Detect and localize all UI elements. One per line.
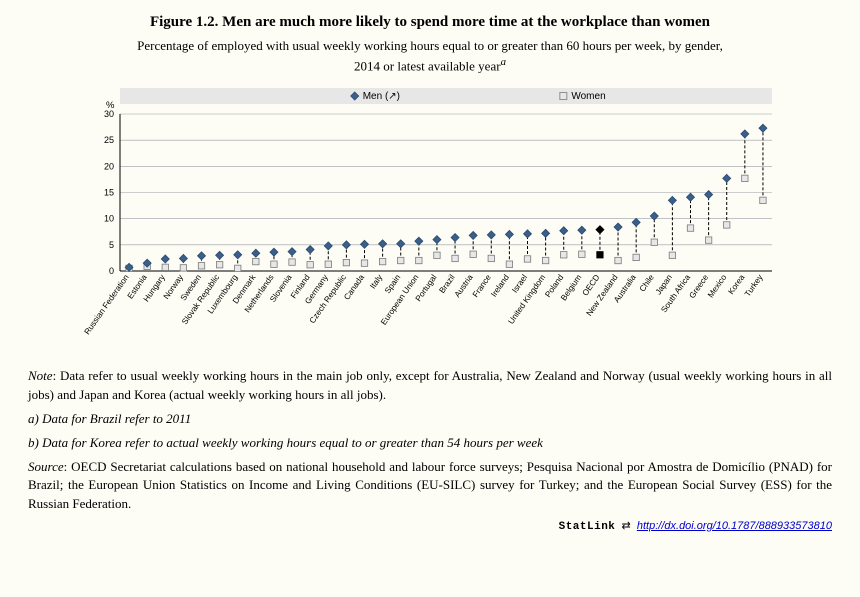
men-marker [723, 175, 731, 183]
women-marker [325, 261, 331, 267]
y-tick: 25 [104, 136, 114, 146]
x-label: Ireland [489, 273, 511, 299]
women-marker [470, 251, 476, 257]
legend-women: Women [571, 91, 605, 102]
men-marker [705, 191, 713, 199]
men-marker [379, 240, 387, 248]
men-marker [179, 255, 187, 263]
women-marker [235, 266, 241, 272]
note-main: Note: Data refer to usual weekly working… [28, 367, 832, 403]
women-marker [379, 259, 385, 265]
men-marker [234, 251, 242, 259]
note-b: b) Data for Korea refer to actual weekly… [28, 434, 832, 452]
men-marker [397, 240, 405, 248]
note-source: Source: OECD Secretariat calculations ba… [28, 458, 832, 513]
men-marker [216, 252, 224, 260]
men-marker [668, 197, 676, 205]
women-marker [579, 251, 585, 257]
women-marker [180, 265, 186, 271]
men-marker [270, 249, 278, 257]
men-marker [542, 230, 550, 238]
women-marker [361, 260, 367, 266]
men-marker [469, 232, 477, 240]
women-marker [597, 252, 603, 258]
y-tick: 0 [109, 266, 114, 276]
y-tick: 15 [104, 188, 114, 198]
men-marker [161, 255, 169, 263]
y-tick: 20 [104, 162, 114, 172]
note-a: a) Data for Brazil refer to 2011 [28, 410, 832, 428]
figure-title: Figure 1.2. Men are much more likely to … [28, 14, 832, 31]
chart-svg: Men (↗)Women%051015202530Russian Federat… [80, 84, 780, 359]
men-marker [306, 246, 314, 254]
x-label: Turkey [743, 273, 765, 299]
women-marker [289, 259, 295, 265]
women-marker [615, 258, 621, 264]
women-marker [416, 258, 422, 264]
statlink-url[interactable]: http://dx.doi.org/10.1787/888933573810 [637, 520, 832, 532]
men-marker [361, 241, 369, 249]
men-marker [632, 219, 640, 227]
men-marker [433, 236, 441, 244]
men-marker [524, 230, 532, 238]
women-marker [198, 263, 204, 269]
women-marker [271, 261, 277, 267]
men-marker [451, 234, 459, 242]
men-marker [614, 223, 622, 231]
men-marker [252, 250, 260, 258]
women-marker [307, 262, 313, 268]
x-label: Italy [368, 273, 385, 291]
women-marker [687, 225, 693, 231]
women-marker [542, 258, 548, 264]
men-marker [198, 252, 206, 260]
women-marker [162, 265, 168, 271]
men-marker [578, 227, 586, 235]
y-tick: 30 [104, 109, 114, 119]
women-marker [724, 222, 730, 228]
men-marker [560, 227, 568, 235]
subtitle-sup: a [501, 56, 506, 68]
men-marker [324, 242, 332, 250]
women-marker [398, 258, 404, 264]
women-marker [651, 239, 657, 245]
legend-men: Men (↗) [363, 91, 400, 102]
notes-block: Note: Data refer to usual weekly working… [28, 367, 832, 512]
figure-subtitle: Percentage of employed with usual weekly… [28, 37, 832, 74]
women-marker [561, 252, 567, 258]
chart-container: Men (↗)Women%051015202530Russian Federat… [80, 84, 780, 359]
women-marker [434, 253, 440, 259]
men-marker [596, 226, 604, 234]
men-marker [487, 231, 495, 239]
men-marker [687, 194, 695, 202]
subtitle-line2: 2014 or latest available year [354, 58, 501, 73]
women-marker [760, 198, 766, 204]
men-marker [741, 130, 749, 138]
women-marker [506, 261, 512, 267]
women-marker [253, 259, 259, 265]
men-marker [759, 125, 767, 133]
y-tick: 5 [109, 240, 114, 250]
men-marker [342, 241, 350, 249]
x-label: Mexico [706, 273, 729, 300]
women-marker [452, 256, 458, 262]
statlink-row: StatLink ⇄ http://dx.doi.org/10.1787/888… [28, 519, 832, 533]
men-marker [505, 231, 513, 239]
women-marker [705, 237, 711, 243]
women-marker [633, 255, 639, 261]
statlink-icon: ⇄ [618, 520, 633, 532]
subtitle-line1: Percentage of employed with usual weekly… [137, 38, 723, 53]
women-marker [669, 253, 675, 259]
men-marker [415, 238, 423, 246]
women-marker [488, 256, 494, 262]
women-marker [524, 256, 530, 262]
men-marker [288, 248, 296, 256]
women-marker [742, 176, 748, 182]
women-marker [343, 260, 349, 266]
statlink-brand: StatLink [559, 521, 616, 533]
women-marker [216, 262, 222, 268]
x-label: Russian Federation [83, 273, 131, 337]
y-tick: 10 [104, 214, 114, 224]
